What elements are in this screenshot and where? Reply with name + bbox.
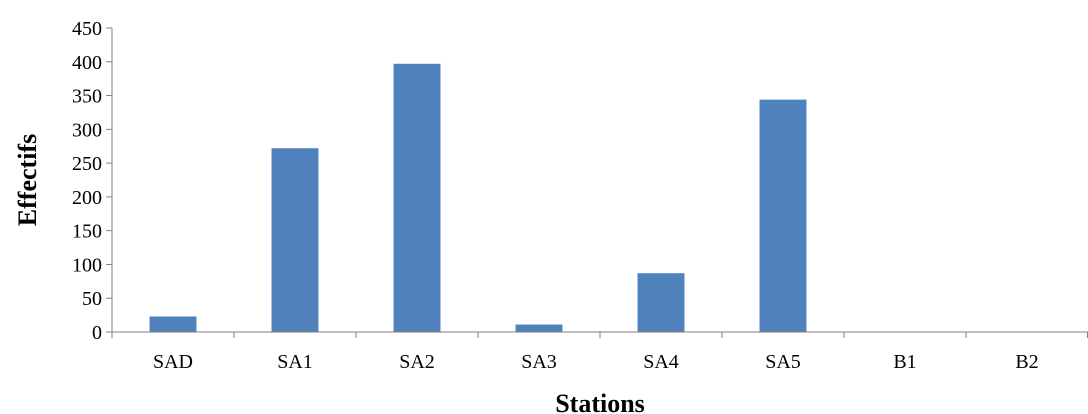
y-axis-title: Effectifs <box>13 134 42 226</box>
y-tick-label: 400 <box>72 52 102 74</box>
bar-sa3 <box>515 324 563 332</box>
x-tick-label-sad: SAD <box>153 351 193 373</box>
x-axis-title: Stations <box>555 389 645 414</box>
bar-sa2 <box>393 63 441 332</box>
y-tick-label: 0 <box>92 322 102 344</box>
x-tick-label-sa4: SA4 <box>643 351 679 373</box>
bar-sa5 <box>759 99 807 332</box>
bars-group <box>149 63 807 332</box>
bar-sa1 <box>271 148 319 332</box>
x-tick-label-sa3: SA3 <box>521 351 557 373</box>
y-tick-label: 350 <box>72 86 102 108</box>
x-tick-label-sa2: SA2 <box>399 351 435 373</box>
y-axis-ticks: 0 50 100 150 200 250 300 350 400 450 <box>72 18 112 344</box>
x-tick-label-b2: B2 <box>1015 351 1038 373</box>
bar-sad <box>149 316 197 332</box>
x-tick-label-b1: B1 <box>893 351 916 373</box>
y-tick-label: 100 <box>72 254 102 276</box>
x-tick-label-sa5: SA5 <box>765 351 801 373</box>
y-tick-label: 50 <box>82 288 102 310</box>
y-tick-label: 200 <box>72 187 102 209</box>
bar-sa4 <box>637 273 685 332</box>
y-tick-label: 450 <box>72 18 102 40</box>
y-tick-label: 250 <box>72 153 102 175</box>
y-tick-label: 150 <box>72 221 102 243</box>
x-tick-label-sa1: SA1 <box>277 351 313 373</box>
y-tick-label: 300 <box>72 119 102 141</box>
x-axis-ticks: SAD SA1 SA2 SA3 SA4 SA5 B1 B2 <box>111 332 1088 373</box>
